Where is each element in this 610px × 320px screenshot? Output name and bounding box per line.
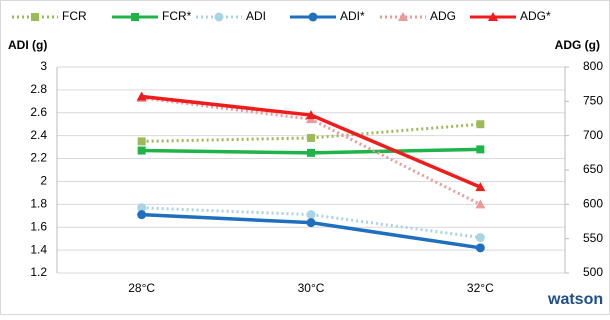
y2-tick-label: 650 <box>583 162 603 176</box>
legend-label: ADG <box>430 9 456 23</box>
marker <box>475 233 485 243</box>
y-tick-label: 1.8 <box>30 197 47 211</box>
legend-marker <box>488 12 498 21</box>
marker <box>137 137 146 146</box>
x-tick-label: 30°C <box>298 281 325 295</box>
marker <box>475 243 485 253</box>
legend-marker <box>131 13 139 21</box>
y2-tick-label: 800 <box>583 59 603 73</box>
y-tick-label: 3 <box>40 59 47 73</box>
legend-label: ADG* <box>520 9 551 23</box>
y-tick-label: 2.8 <box>30 82 47 96</box>
y-tick-label: 1.2 <box>30 265 47 279</box>
y2-tick-label: 750 <box>583 94 603 108</box>
legend-label: FCR* <box>162 9 192 23</box>
legend-marker <box>308 12 318 22</box>
y2-axis-title: ADG (g) <box>555 38 600 52</box>
marker <box>137 146 146 155</box>
marker <box>137 210 147 220</box>
marker <box>137 203 147 213</box>
y-tick-label: 2 <box>40 174 47 188</box>
y2-tick-label: 700 <box>583 128 603 142</box>
legend-label: FCR <box>62 9 87 23</box>
marker <box>475 182 486 192</box>
legend-marker <box>214 12 224 22</box>
y-tick-label: 2.4 <box>30 128 47 142</box>
legend-marker <box>398 12 408 21</box>
marker <box>307 148 315 157</box>
marker <box>476 145 485 154</box>
y-tick-label: 2.6 <box>30 105 47 119</box>
y2-tick-label: 500 <box>583 265 603 279</box>
legend-marker <box>31 13 39 21</box>
y2-tick-label: 600 <box>583 197 603 211</box>
x-tick-label: 28°C <box>128 281 155 295</box>
y-tick-label: 1.6 <box>30 219 47 233</box>
series-line <box>141 122 481 143</box>
marker <box>136 91 147 101</box>
marker <box>307 133 315 142</box>
y-axis-title: ADI (g) <box>8 38 47 52</box>
marker <box>476 120 485 129</box>
y-tick-label: 2.2 <box>30 151 47 165</box>
marker <box>306 218 316 228</box>
marker <box>306 210 316 220</box>
marker <box>306 110 316 120</box>
series-line <box>141 206 481 240</box>
legend-label: ADI <box>246 9 266 23</box>
marker <box>475 199 486 209</box>
x-tick-label: 32°C <box>467 281 494 295</box>
y2-tick-label: 550 <box>583 231 603 245</box>
legend-label: ADI* <box>340 9 365 23</box>
logo: watson <box>547 291 603 308</box>
y-tick-label: 1.4 <box>30 242 47 256</box>
